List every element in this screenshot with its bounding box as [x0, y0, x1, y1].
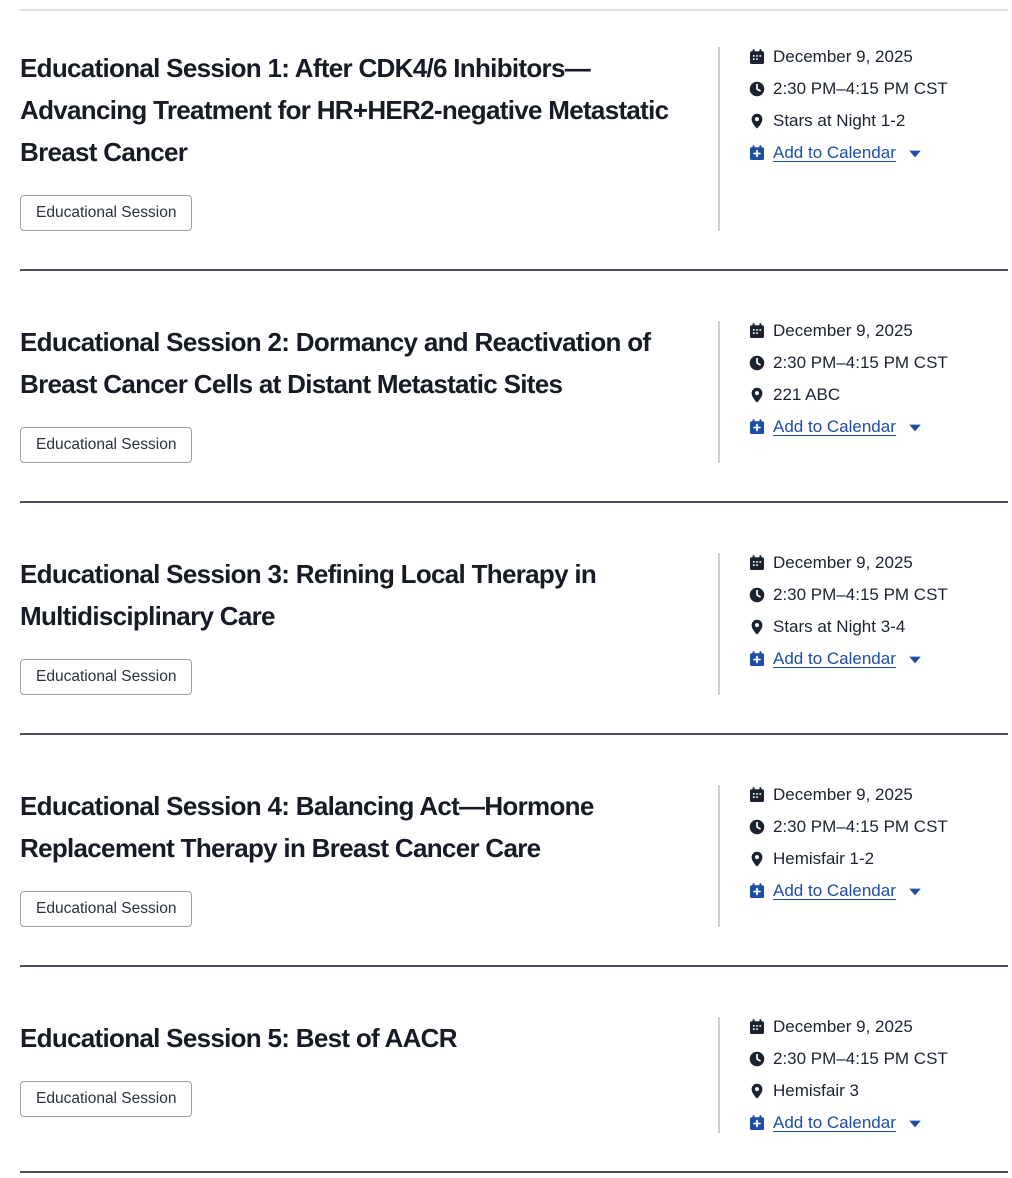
location-pin-icon [749, 387, 765, 403]
calendar-plus-icon [749, 1115, 765, 1131]
session-type-tag: Educational Session [20, 659, 193, 695]
session-card: Educational Session 5: Best of AACR Educ… [20, 967, 1008, 1173]
session-location-text: Stars at Night 1-2 [773, 111, 906, 130]
session-type-tag: Educational Session [20, 427, 193, 463]
session-type-tag: Educational Session [20, 1081, 193, 1117]
add-to-calendar-link[interactable]: Add to Calendar [773, 1113, 896, 1132]
calendar-icon [749, 787, 765, 803]
session-location-text: Stars at Night 3-4 [773, 617, 906, 636]
calendar-icon [749, 555, 765, 571]
session-card-main: Educational Session 3: Refining Local Th… [20, 553, 718, 695]
clock-icon [749, 81, 765, 97]
session-date: December 9, 2025 [749, 47, 1008, 67]
session-title[interactable]: Educational Session 2: Dormancy and Reac… [20, 327, 651, 399]
location-pin-icon [749, 113, 765, 129]
session-date-text: December 9, 2025 [773, 321, 913, 340]
calendar-icon [749, 49, 765, 65]
session-date: December 9, 2025 [749, 321, 1008, 341]
session-time-text: 2:30 PM–4:15 PM CST [773, 353, 948, 372]
session-meta: December 9, 2025 2:30 PM–4:15 PM CST Hem… [718, 1017, 1008, 1133]
top-divider [20, 9, 1008, 11]
session-card-main: Educational Session 1: After CDK4/6 Inhi… [20, 47, 718, 231]
chevron-down-icon[interactable] [908, 886, 922, 897]
session-date-text: December 9, 2025 [773, 1017, 913, 1036]
session-card: Educational Session 4: Balancing Act—Hor… [20, 735, 1008, 967]
session-location: Stars at Night 3-4 [749, 617, 1008, 637]
session-time: 2:30 PM–4:15 PM CST [749, 353, 1008, 373]
clock-icon [749, 1051, 765, 1067]
session-time-text: 2:30 PM–4:15 PM CST [773, 79, 948, 98]
session-list: Educational Session 1: After CDK4/6 Inhi… [20, 0, 1008, 1173]
session-time: 2:30 PM–4:15 PM CST [749, 1049, 1008, 1069]
session-location: Hemisfair 1-2 [749, 849, 1008, 869]
session-date: December 9, 2025 [749, 1017, 1008, 1037]
chevron-down-icon[interactable] [908, 422, 922, 433]
session-time: 2:30 PM–4:15 PM CST [749, 79, 1008, 99]
chevron-down-icon[interactable] [908, 654, 922, 665]
session-date: December 9, 2025 [749, 785, 1008, 805]
session-meta: December 9, 2025 2:30 PM–4:15 PM CST Sta… [718, 47, 1008, 231]
session-card: Educational Session 2: Dormancy and Reac… [20, 271, 1008, 503]
location-pin-icon [749, 851, 765, 867]
add-to-calendar-link[interactable]: Add to Calendar [773, 881, 896, 900]
session-meta: December 9, 2025 2:30 PM–4:15 PM CST 221… [718, 321, 1008, 463]
session-title[interactable]: Educational Session 1: After CDK4/6 Inhi… [20, 53, 669, 167]
session-location: Stars at Night 1-2 [749, 111, 1008, 131]
clock-icon [749, 819, 765, 835]
session-meta: December 9, 2025 2:30 PM–4:15 PM CST Hem… [718, 785, 1008, 927]
session-location-text: Hemisfair 3 [773, 1081, 859, 1100]
add-to-calendar-button[interactable]: Add to Calendar [749, 649, 1008, 669]
clock-icon [749, 587, 765, 603]
add-to-calendar-link[interactable]: Add to Calendar [773, 143, 896, 162]
session-date: December 9, 2025 [749, 553, 1008, 573]
session-type-tag: Educational Session [20, 195, 193, 231]
add-to-calendar-link[interactable]: Add to Calendar [773, 649, 896, 668]
session-title[interactable]: Educational Session 4: Balancing Act—Hor… [20, 791, 594, 863]
session-location: Hemisfair 3 [749, 1081, 1008, 1101]
session-location-text: Hemisfair 1-2 [773, 849, 875, 868]
chevron-down-icon[interactable] [908, 148, 922, 159]
session-date-text: December 9, 2025 [773, 785, 913, 804]
location-pin-icon [749, 619, 765, 635]
session-time: 2:30 PM–4:15 PM CST [749, 817, 1008, 837]
session-title[interactable]: Educational Session 3: Refining Local Th… [20, 559, 597, 631]
session-card-main: Educational Session 5: Best of AACR Educ… [20, 1017, 718, 1133]
chevron-down-icon[interactable] [908, 1118, 922, 1129]
session-time-text: 2:30 PM–4:15 PM CST [773, 1049, 948, 1068]
calendar-icon [749, 1019, 765, 1035]
session-type-tag: Educational Session [20, 891, 193, 927]
calendar-plus-icon [749, 419, 765, 435]
calendar-plus-icon [749, 651, 765, 667]
add-to-calendar-button[interactable]: Add to Calendar [749, 881, 1008, 901]
session-date-text: December 9, 2025 [773, 47, 913, 66]
calendar-plus-icon [749, 883, 765, 899]
session-meta: December 9, 2025 2:30 PM–4:15 PM CST Sta… [718, 553, 1008, 695]
session-card-main: Educational Session 4: Balancing Act—Hor… [20, 785, 718, 927]
session-card: Educational Session 1: After CDK4/6 Inhi… [20, 11, 1008, 271]
calendar-icon [749, 323, 765, 339]
session-card-main: Educational Session 2: Dormancy and Reac… [20, 321, 718, 463]
session-time-text: 2:30 PM–4:15 PM CST [773, 817, 948, 836]
session-date-text: December 9, 2025 [773, 553, 913, 572]
calendar-plus-icon [749, 145, 765, 161]
add-to-calendar-button[interactable]: Add to Calendar [749, 1113, 1008, 1133]
session-card: Educational Session 3: Refining Local Th… [20, 503, 1008, 735]
add-to-calendar-button[interactable]: Add to Calendar [749, 417, 1008, 437]
add-to-calendar-link[interactable]: Add to Calendar [773, 417, 896, 436]
session-location-text: 221 ABC [773, 385, 841, 404]
session-time: 2:30 PM–4:15 PM CST [749, 585, 1008, 605]
location-pin-icon [749, 1083, 765, 1099]
add-to-calendar-button[interactable]: Add to Calendar [749, 143, 1008, 163]
clock-icon [749, 355, 765, 371]
session-title[interactable]: Educational Session 5: Best of AACR [20, 1023, 458, 1053]
session-time-text: 2:30 PM–4:15 PM CST [773, 585, 948, 604]
session-location: 221 ABC [749, 385, 1008, 405]
